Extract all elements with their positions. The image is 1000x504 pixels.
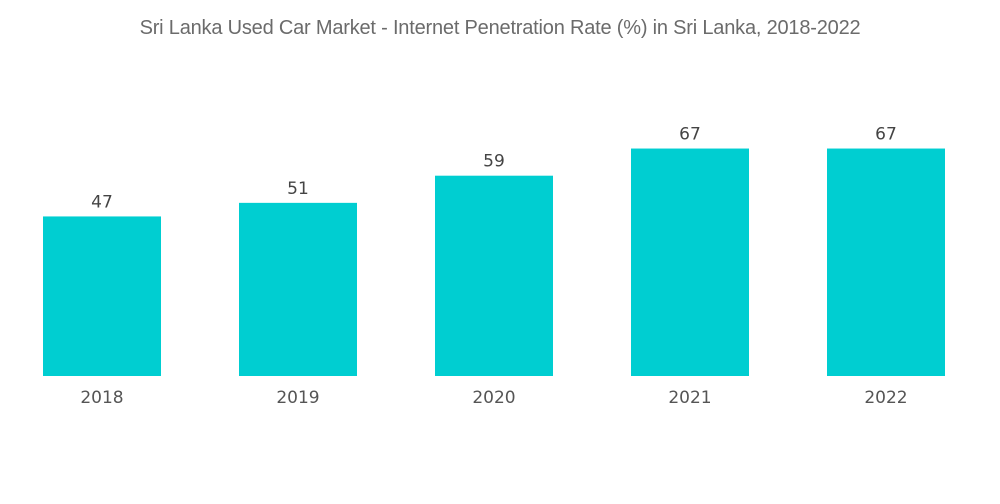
chart-title: Sri Lanka Used Car Market - Internet Pen…	[139, 17, 861, 39]
bar-2022	[827, 148, 945, 376]
x-tick-label-2018: 2018	[80, 388, 123, 408]
data-label-2022: 67	[875, 125, 897, 145]
data-label-2021: 67	[679, 125, 701, 145]
bar-2018	[43, 216, 161, 376]
data-label-2020: 59	[483, 152, 505, 172]
bar-2019	[239, 202, 357, 376]
x-tick-label-2022: 2022	[864, 388, 907, 408]
x-tick-label-2019: 2019	[276, 388, 319, 408]
data-label-2019: 51	[287, 179, 309, 199]
data-label-2018: 47	[91, 192, 113, 212]
bar-2020	[435, 175, 553, 376]
x-tick-label-2020: 2020	[472, 388, 515, 408]
x-tick-label-2021: 2021	[668, 388, 711, 408]
bar-2021	[631, 148, 749, 376]
